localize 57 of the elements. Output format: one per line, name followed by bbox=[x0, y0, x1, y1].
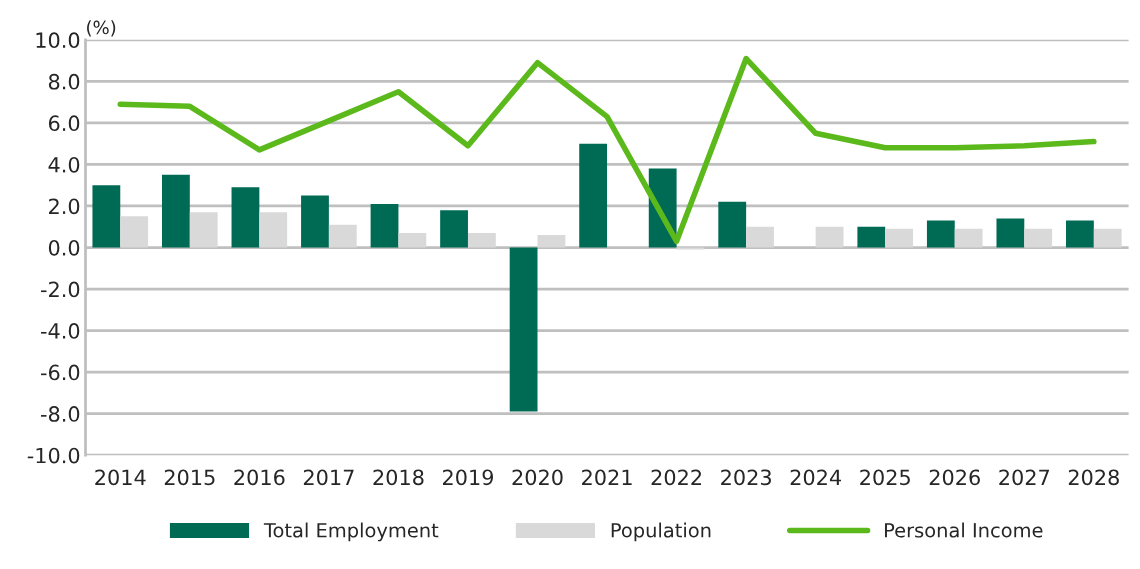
legend-label: Personal Income bbox=[885, 522, 1043, 538]
x-tick-label: 2023 bbox=[721, 469, 771, 486]
x-tick-label: 2028 bbox=[1068, 469, 1119, 486]
bar bbox=[92, 185, 121, 248]
y-axis-title: (%) bbox=[87, 20, 116, 37]
bar bbox=[189, 212, 218, 248]
y-tick-label: -4.0 bbox=[41, 323, 80, 339]
x-tick-label: 2024 bbox=[790, 469, 842, 486]
bar bbox=[857, 226, 886, 248]
legend-label: Population bbox=[611, 522, 711, 542]
bar bbox=[885, 228, 914, 248]
bar bbox=[259, 212, 288, 248]
bar bbox=[1066, 220, 1094, 248]
bar bbox=[815, 226, 844, 248]
bar bbox=[926, 220, 955, 248]
y-tick-label: -6.0 bbox=[41, 364, 80, 381]
bar bbox=[537, 235, 566, 248]
bar bbox=[370, 203, 399, 248]
y-tick-label: 4.0 bbox=[48, 156, 80, 173]
bar bbox=[718, 201, 747, 248]
x-tick-label: 2027 bbox=[999, 469, 1050, 486]
bar bbox=[120, 216, 149, 248]
y-tick-label: -8.0 bbox=[41, 406, 80, 422]
legend-label: Total Employment bbox=[263, 522, 439, 542]
x-tick-label: 2016 bbox=[234, 469, 285, 486]
y-tick-label: 2.0 bbox=[49, 198, 80, 215]
x-tick-label: 2015 bbox=[164, 469, 215, 486]
bar bbox=[509, 247, 538, 412]
x-tick-label: 2018 bbox=[373, 469, 424, 486]
x-tick-label: 2026 bbox=[929, 469, 980, 486]
x-tick-label: 2019 bbox=[442, 469, 494, 486]
bar bbox=[1093, 228, 1122, 248]
bar bbox=[231, 187, 260, 248]
bar bbox=[676, 247, 705, 250]
bar bbox=[1024, 228, 1053, 248]
bar bbox=[398, 232, 427, 248]
y-tick-label: 10.0 bbox=[36, 32, 80, 49]
bar bbox=[301, 195, 329, 248]
x-tick-label: 2022 bbox=[651, 469, 702, 486]
x-tick-label: 2021 bbox=[582, 469, 632, 486]
y-tick-label: -10.0 bbox=[27, 447, 80, 464]
bar bbox=[954, 228, 983, 248]
bar bbox=[996, 218, 1025, 248]
y-tick-label: 0.0 bbox=[48, 239, 80, 256]
y-tick-label: 8.0 bbox=[48, 73, 80, 90]
bar bbox=[440, 210, 468, 248]
x-tick-label: 2025 bbox=[860, 469, 910, 486]
x-tick-label: 2014 bbox=[95, 469, 146, 486]
y-tick-label: -2.0 bbox=[41, 281, 80, 298]
bar bbox=[328, 224, 357, 248]
y-tick-label: 6.0 bbox=[48, 115, 80, 132]
bar bbox=[161, 174, 190, 248]
bar bbox=[467, 232, 496, 248]
bar bbox=[746, 226, 774, 248]
bar bbox=[579, 143, 608, 248]
x-tick-label: 2017 bbox=[303, 469, 354, 486]
x-tick-label: 2020 bbox=[512, 469, 563, 486]
